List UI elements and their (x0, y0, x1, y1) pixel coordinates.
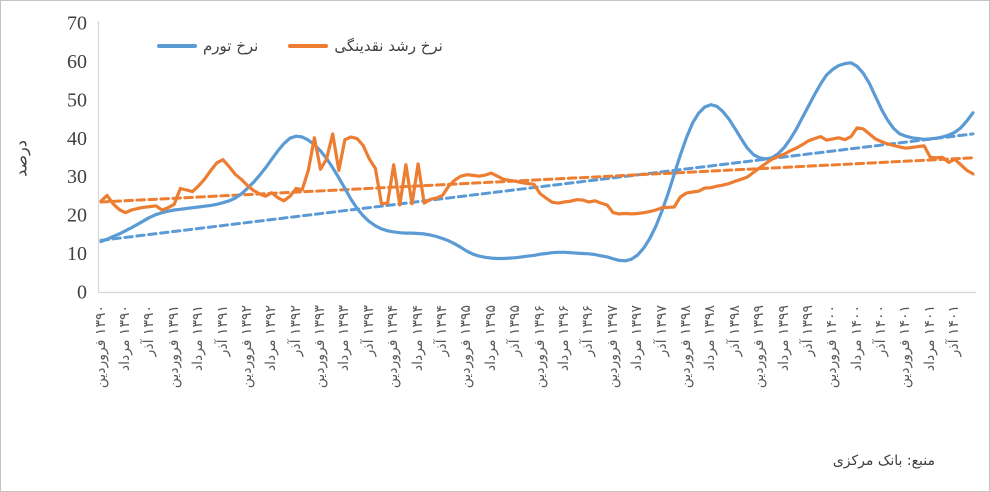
legend-label-liquidity: نرخ رشد نقدینگی (334, 37, 443, 55)
y-tick-labels: 0 10 20 30 40 50 60 70 (67, 13, 87, 304)
legend-label-inflation: نرخ تورم (203, 37, 259, 55)
y-tick-label: 70 (67, 13, 87, 35)
y-tick-label: 20 (67, 205, 87, 227)
legend-line-sample-inflation-icon (157, 44, 197, 48)
y-tick-label: 50 (67, 89, 87, 111)
y-tick-label: 40 (67, 128, 87, 150)
legend-item-liquidity: نرخ رشد نقدینگی (288, 37, 443, 55)
y-tick-label: 10 (67, 243, 87, 265)
legend-item-inflation: نرخ تورم (157, 37, 258, 55)
legend-line-sample-liquidity-icon (288, 44, 329, 48)
source-note: منبع: بانک مرکزی (832, 453, 935, 469)
series-line-liquidity-growth-rate (99, 126, 975, 216)
series-layer (99, 61, 975, 263)
legend: نرخ تورم نرخ رشد نقدینگی (157, 37, 443, 55)
y-tick-label: 0 (77, 282, 87, 304)
trendline-liquidity-trend (99, 156, 975, 204)
series-line-inflation-rate (99, 61, 975, 263)
y-tick-label: 30 (67, 166, 87, 188)
y-axis-title: درصد (11, 140, 31, 177)
y-tick-label: 60 (67, 51, 87, 73)
